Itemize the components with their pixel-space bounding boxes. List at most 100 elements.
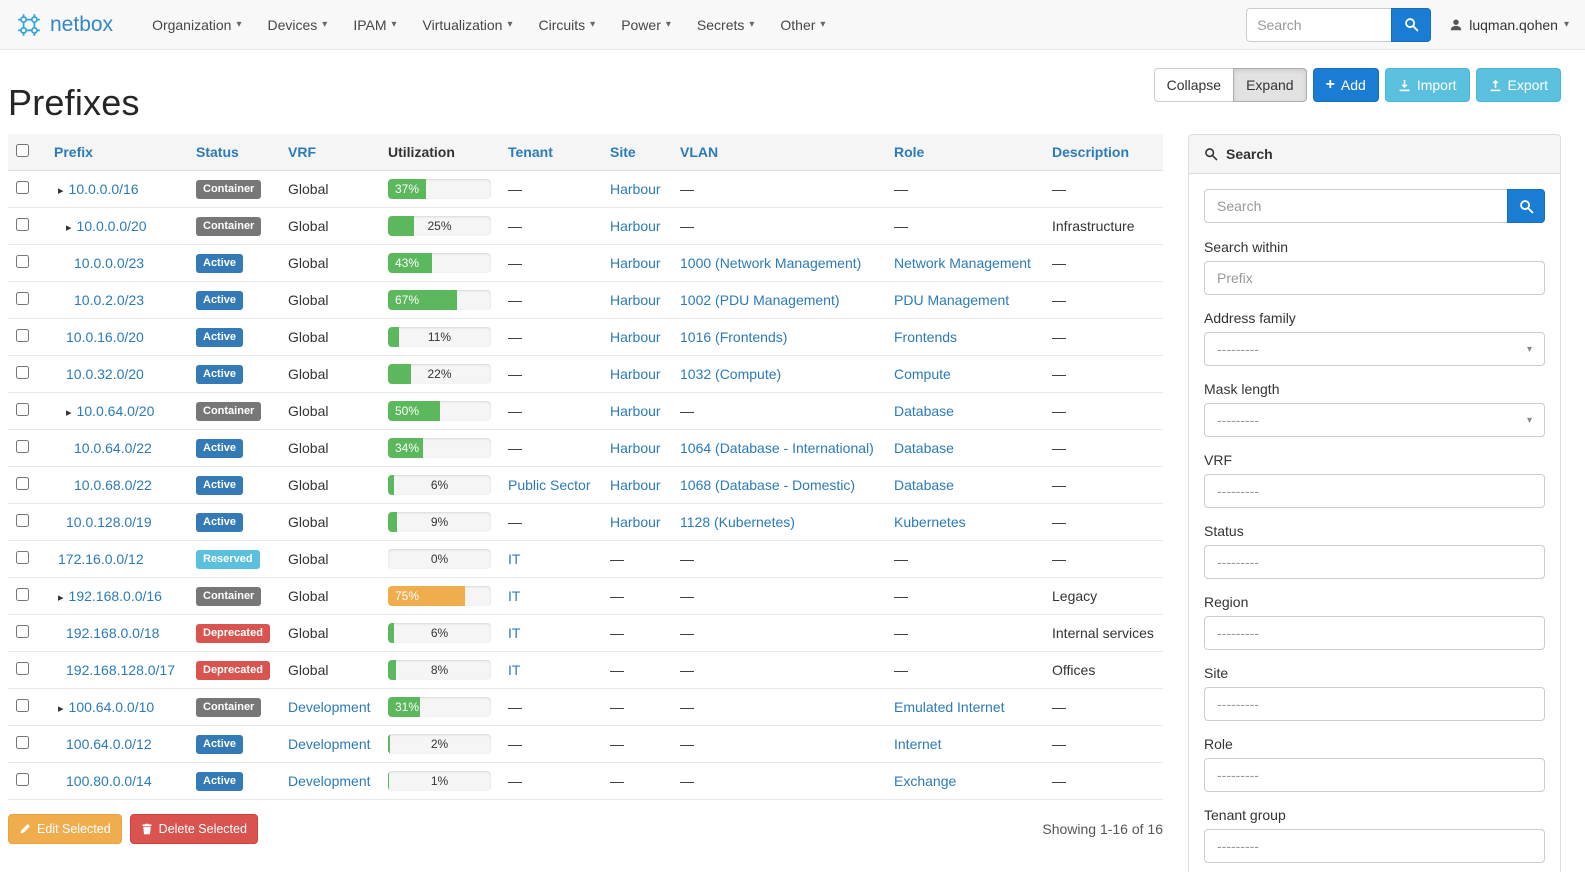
global-search-input[interactable] bbox=[1246, 7, 1392, 42]
site-link[interactable]: Harbour bbox=[610, 440, 661, 456]
role-link[interactable]: Compute bbox=[894, 366, 951, 382]
prefix-link[interactable]: 100.64.0.0/10 bbox=[68, 699, 155, 715]
row-checkbox[interactable] bbox=[16, 218, 29, 231]
netbox-brand[interactable]: netbox bbox=[16, 12, 113, 38]
column-sort-link[interactable]: Site bbox=[610, 144, 636, 160]
role-link[interactable]: PDU Management bbox=[894, 292, 1010, 308]
column-sort-link[interactable]: Tenant bbox=[508, 144, 553, 160]
prefix-link[interactable]: 10.0.32.0/20 bbox=[66, 366, 144, 382]
tenant-link[interactable]: IT bbox=[508, 551, 521, 567]
vlan-link[interactable]: 1068 (Database - Domestic) bbox=[680, 477, 856, 493]
nav-menu-other[interactable]: Other ▾ bbox=[767, 0, 838, 50]
import-button[interactable]: Import bbox=[1384, 68, 1470, 102]
row-checkbox[interactable] bbox=[16, 181, 29, 194]
filter-select-site[interactable]: --------- bbox=[1204, 687, 1545, 721]
role-link[interactable]: Database bbox=[894, 477, 954, 493]
nav-menu-devices[interactable]: Devices ▾ bbox=[254, 0, 340, 50]
prefix-link[interactable]: 10.0.0.0/23 bbox=[74, 255, 145, 271]
vlan-link[interactable]: 1002 (PDU Management) bbox=[680, 292, 840, 308]
filter-select-role[interactable]: --------- bbox=[1204, 758, 1545, 792]
filter-select-vrf[interactable]: --------- bbox=[1204, 474, 1545, 508]
role-link[interactable]: Database bbox=[894, 403, 954, 419]
role-link[interactable]: Kubernetes bbox=[894, 514, 966, 530]
vrf-link[interactable]: Development bbox=[288, 699, 371, 715]
sidebar-search-button[interactable] bbox=[1507, 189, 1545, 223]
row-checkbox[interactable] bbox=[16, 625, 29, 638]
prefix-link[interactable]: 10.0.0.0/16 bbox=[68, 181, 139, 197]
prefix-link[interactable]: 192.168.0.0/18 bbox=[66, 625, 160, 641]
filter-select-region[interactable]: --------- bbox=[1204, 616, 1545, 650]
column-sort-link[interactable]: VLAN bbox=[680, 144, 719, 160]
filter-select-tenant-group[interactable]: --------- bbox=[1204, 829, 1545, 863]
role-link[interactable]: Database bbox=[894, 440, 954, 456]
filter-input-search-within[interactable] bbox=[1204, 261, 1545, 295]
row-checkbox[interactable] bbox=[16, 514, 29, 527]
nav-menu-virtualization[interactable]: Virtualization ▾ bbox=[410, 0, 526, 50]
prefix-link[interactable]: 172.16.0.0/12 bbox=[58, 551, 144, 567]
row-checkbox[interactable] bbox=[16, 329, 29, 342]
select-all-checkbox[interactable] bbox=[16, 144, 29, 157]
role-link[interactable]: Network Management bbox=[894, 255, 1031, 271]
row-checkbox[interactable] bbox=[16, 292, 29, 305]
nav-menu-circuits[interactable]: Circuits ▾ bbox=[525, 0, 608, 50]
site-link[interactable]: Harbour bbox=[610, 514, 661, 530]
row-checkbox[interactable] bbox=[16, 551, 29, 564]
prefix-link[interactable]: 10.0.0.0/20 bbox=[76, 218, 147, 234]
row-checkbox[interactable] bbox=[16, 773, 29, 786]
site-link[interactable]: Harbour bbox=[610, 255, 661, 271]
edit-selected-button[interactable]: Edit Selected bbox=[8, 814, 122, 844]
row-checkbox[interactable] bbox=[16, 440, 29, 453]
user-menu[interactable]: luqman.qohen ▾ bbox=[1449, 17, 1569, 33]
column-sort-link[interactable]: Role bbox=[894, 144, 925, 160]
tenant-link[interactable]: IT bbox=[508, 588, 521, 604]
vlan-link[interactable]: 1032 (Compute) bbox=[680, 366, 782, 382]
role-link[interactable]: Emulated Internet bbox=[894, 699, 1005, 715]
sidebar-search-input[interactable] bbox=[1204, 189, 1507, 223]
row-checkbox[interactable] bbox=[16, 736, 29, 749]
row-checkbox[interactable] bbox=[16, 588, 29, 601]
column-sort-link[interactable]: VRF bbox=[288, 144, 316, 160]
column-sort-link[interactable]: Status bbox=[196, 144, 239, 160]
prefix-link[interactable]: 10.0.16.0/20 bbox=[66, 329, 144, 345]
prefix-link[interactable]: 100.80.0.0/14 bbox=[66, 773, 152, 789]
expand-button[interactable]: Expand bbox=[1233, 68, 1307, 102]
vlan-link[interactable]: 1000 (Network Management) bbox=[680, 255, 862, 271]
site-link[interactable]: Harbour bbox=[610, 218, 661, 234]
expand-toggle-icon[interactable]: ▸ bbox=[66, 222, 72, 234]
role-link[interactable]: Frontends bbox=[894, 329, 958, 345]
site-link[interactable]: Harbour bbox=[610, 292, 661, 308]
row-checkbox[interactable] bbox=[16, 477, 29, 490]
prefix-link[interactable]: 10.0.2.0/23 bbox=[74, 292, 145, 308]
tenant-link[interactable]: Public Sector bbox=[508, 477, 591, 493]
filter-select-mask-length[interactable]: --------- ▾ bbox=[1204, 403, 1545, 437]
vrf-link[interactable]: Development bbox=[288, 736, 371, 752]
site-link[interactable]: Harbour bbox=[610, 366, 661, 382]
vrf-link[interactable]: Development bbox=[288, 773, 371, 789]
nav-menu-power[interactable]: Power ▾ bbox=[608, 0, 684, 50]
expand-toggle-icon[interactable]: ▸ bbox=[58, 185, 64, 197]
export-button[interactable]: Export bbox=[1475, 68, 1561, 102]
delete-selected-button[interactable]: Delete Selected bbox=[129, 814, 258, 844]
expand-toggle-icon[interactable]: ▸ bbox=[58, 592, 64, 604]
filter-select-address-family[interactable]: --------- ▾ bbox=[1204, 332, 1545, 366]
prefix-link[interactable]: 192.168.0.0/16 bbox=[68, 588, 162, 604]
expand-toggle-icon[interactable]: ▸ bbox=[58, 703, 64, 715]
row-checkbox[interactable] bbox=[16, 662, 29, 675]
column-sort-link[interactable]: Prefix bbox=[54, 144, 93, 160]
prefix-link[interactable]: 10.0.64.0/20 bbox=[76, 403, 155, 419]
prefix-link[interactable]: 192.168.128.0/17 bbox=[66, 662, 175, 678]
vlan-link[interactable]: 1016 (Frontends) bbox=[680, 329, 788, 345]
column-sort-link[interactable]: Description bbox=[1052, 144, 1130, 160]
nav-menu-organization[interactable]: Organization ▾ bbox=[139, 0, 254, 50]
prefix-link[interactable]: 10.0.68.0/22 bbox=[74, 477, 152, 493]
row-checkbox[interactable] bbox=[16, 255, 29, 268]
expand-toggle-icon[interactable]: ▸ bbox=[66, 407, 72, 419]
nav-menu-ipam[interactable]: IPAM ▾ bbox=[340, 0, 409, 50]
vlan-link[interactable]: 1128 (Kubernetes) bbox=[680, 514, 795, 530]
prefix-link[interactable]: 10.0.64.0/22 bbox=[74, 440, 152, 456]
tenant-link[interactable]: IT bbox=[508, 625, 521, 641]
nav-menu-secrets[interactable]: Secrets ▾ bbox=[684, 0, 768, 50]
role-link[interactable]: Internet bbox=[894, 736, 942, 752]
row-checkbox[interactable] bbox=[16, 699, 29, 712]
row-checkbox[interactable] bbox=[16, 366, 29, 379]
